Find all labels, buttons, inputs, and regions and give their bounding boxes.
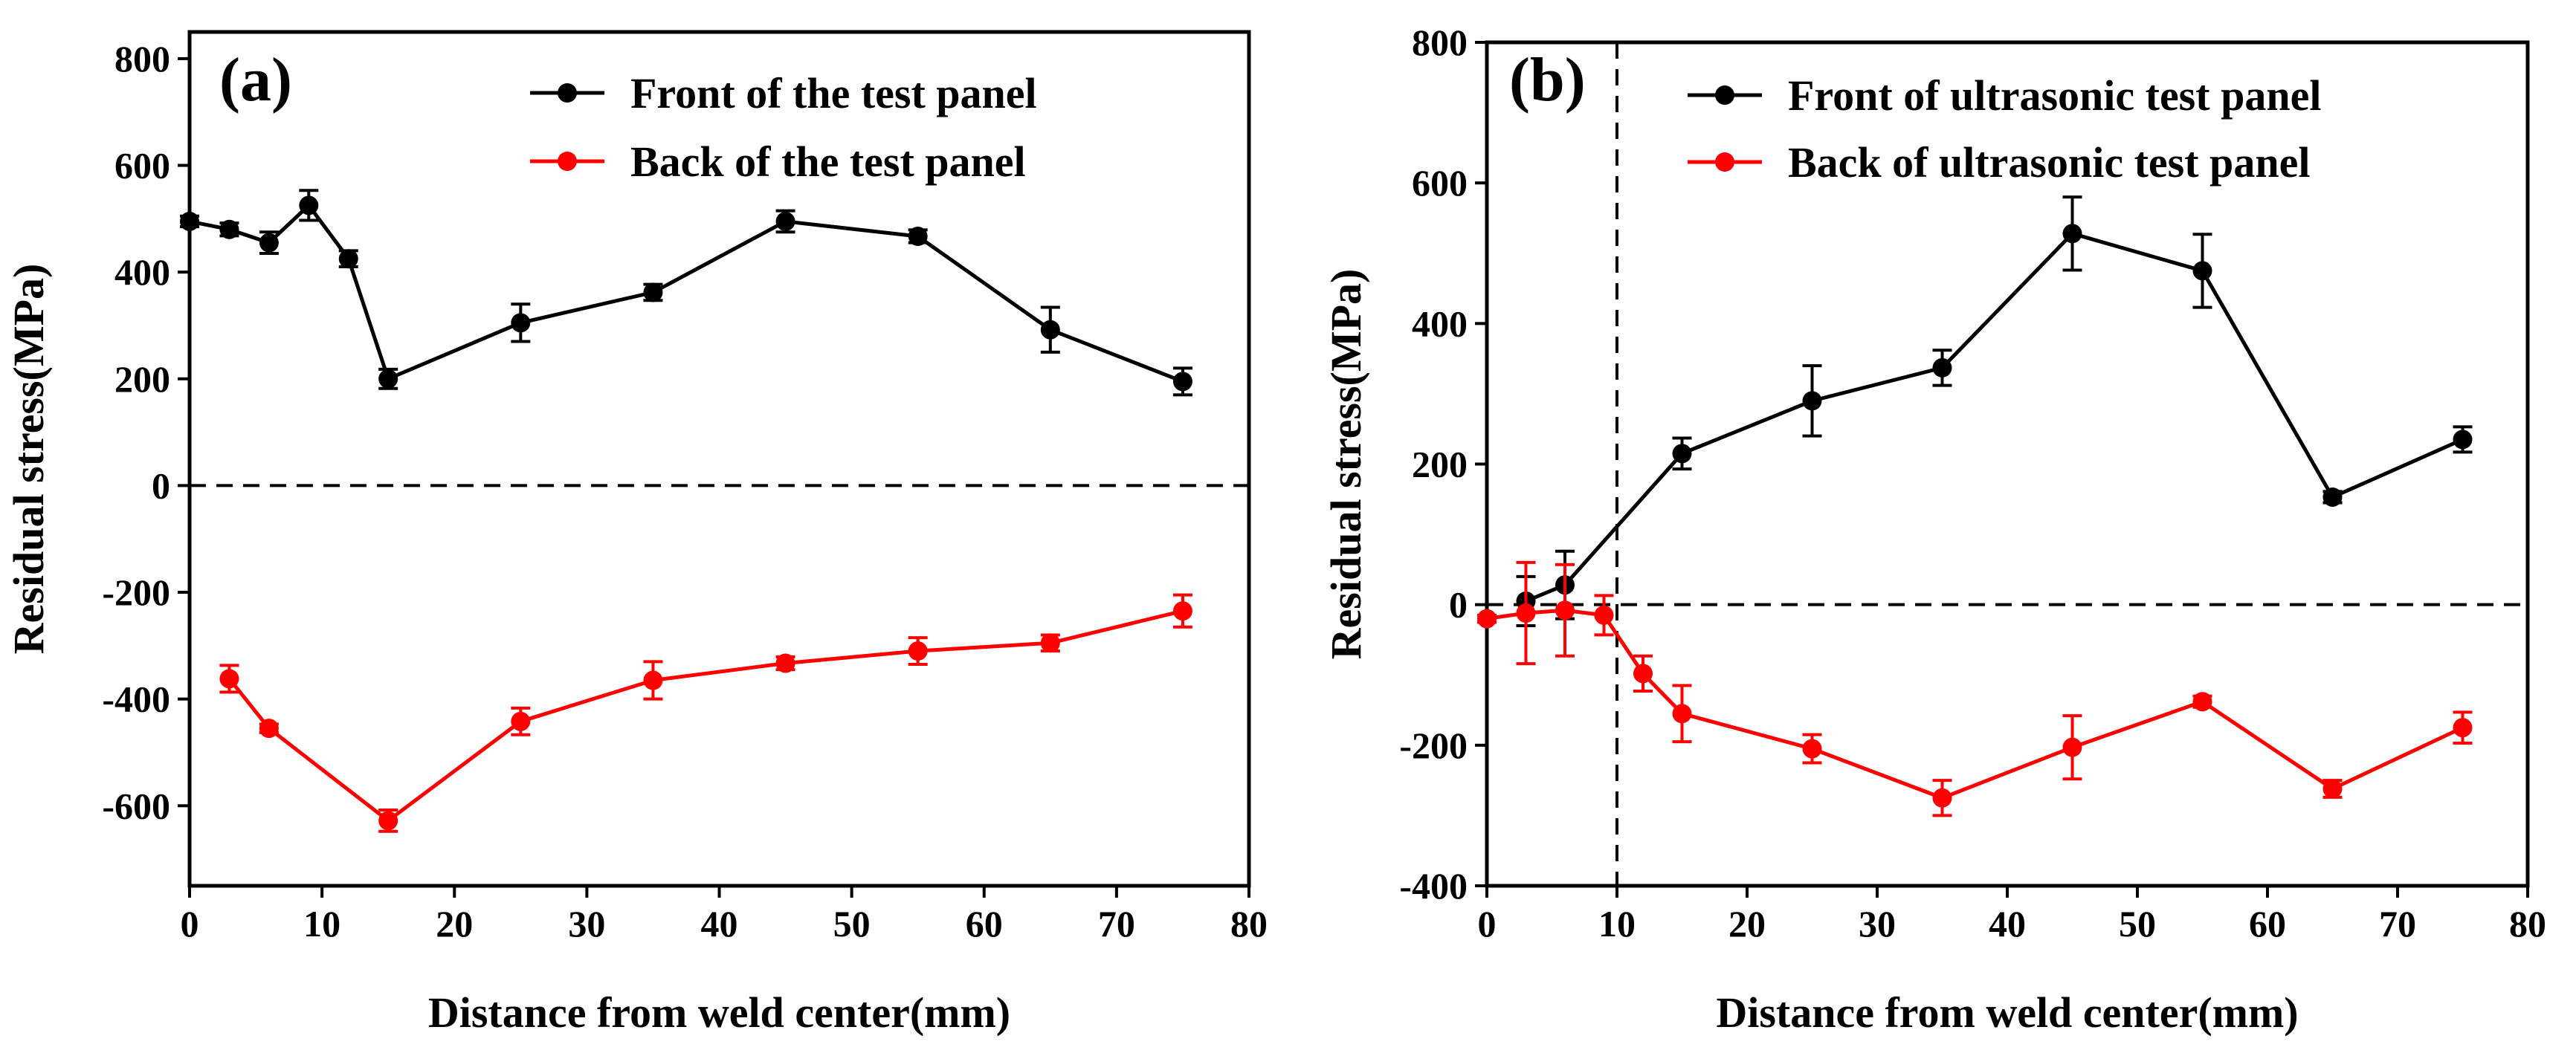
data-point (1040, 633, 1060, 653)
x-axis-title: Distance from weld center(mm) (428, 988, 1010, 1037)
data-point (219, 219, 239, 239)
legend-label: Back of the test panel (630, 137, 1026, 186)
data-point (259, 233, 279, 253)
x-tick-label: 30 (1859, 903, 1896, 945)
series-line (189, 202, 1184, 383)
series-line (1525, 231, 2464, 603)
legend-marker (1715, 152, 1734, 172)
panel-label: (a) (219, 45, 292, 114)
data-point (511, 711, 531, 731)
x-tick-label: 20 (1728, 903, 1766, 945)
data-point (2453, 430, 2473, 450)
y-tick-label: -200 (1399, 725, 1468, 766)
x-tick-label: 10 (303, 903, 340, 945)
y-tick-label: 800 (1412, 22, 1468, 63)
x-tick-label: 0 (181, 903, 199, 945)
data-point (1172, 372, 1192, 392)
data-point (643, 670, 663, 690)
x-tick-label: 30 (568, 903, 605, 945)
series-b-1 (1477, 560, 2473, 817)
data-point (1172, 601, 1192, 621)
x-tick-label: 60 (2249, 903, 2286, 945)
y-tick-label: -600 (102, 785, 170, 826)
y-tick-label: -400 (102, 678, 170, 720)
y-tick-label: -400 (1399, 865, 1468, 907)
series-a-0 (180, 189, 1192, 397)
data-point (1932, 788, 1952, 808)
data-point (180, 211, 199, 231)
data-point (1672, 704, 1692, 724)
y-tick-label: 200 (114, 358, 170, 400)
data-point (511, 313, 531, 333)
x-tick-label: 70 (2379, 903, 2416, 945)
legend-label: Front of the test panel (630, 69, 1037, 117)
data-point (219, 669, 239, 689)
x-tick-label: 50 (2119, 903, 2156, 945)
x-tick-label: 0 (1478, 903, 1497, 945)
data-point (378, 811, 398, 831)
data-point (908, 641, 928, 661)
y-tick-label: 400 (1412, 302, 1468, 344)
data-point (299, 195, 319, 216)
chart-panel-b: 0 10 20 30 40 50 60 70 80 -400 -200 0 200 400 600 800 Di… (1322, 22, 2546, 1037)
y-axis-title: Residual stress(MPa) (4, 264, 53, 655)
data-point (1802, 739, 1822, 759)
data-point (338, 249, 358, 269)
data-point (378, 369, 398, 389)
x-tick-label: 20 (436, 903, 473, 945)
x-tick-label: 60 (966, 903, 1003, 945)
data-point (1802, 391, 1822, 411)
y-axis-title: Residual stress(MPa) (1322, 269, 1370, 660)
y-tick-label: 0 (1449, 584, 1468, 626)
data-point (1932, 357, 1952, 378)
data-point (2062, 224, 2082, 244)
data-point (1040, 320, 1060, 340)
legend-label: Back of ultrasonic test panel (1788, 138, 2310, 187)
chart-panel-a: 0 10 20 30 40 50 60 70 80 -600 -400 -200 0 200 400 600 8… (4, 30, 1268, 1037)
x-tick-label: 80 (1230, 903, 1268, 945)
y-tick-label: 600 (114, 145, 170, 187)
legend-marker (1715, 85, 1734, 105)
data-point (1555, 600, 1575, 621)
data-point (2322, 487, 2343, 507)
y-tick-label: 0 (152, 464, 170, 506)
series-line (227, 609, 1184, 823)
data-point (1594, 605, 1614, 625)
data-point (2192, 261, 2212, 281)
data-point (1516, 603, 1536, 623)
data-point (775, 211, 795, 231)
x-tick-label: 40 (1989, 903, 2026, 945)
legend-marker (558, 83, 577, 103)
x-tick-label: 10 (1598, 903, 1636, 945)
data-point (1633, 664, 1653, 684)
data-point (2062, 737, 2082, 757)
data-point (259, 719, 279, 739)
series-a-1 (219, 593, 1192, 833)
y-tick-label: -200 (102, 571, 170, 613)
data-point (2192, 692, 2212, 712)
x-tick-label: 80 (2509, 903, 2546, 945)
x-tick-label: 50 (833, 903, 871, 945)
data-point (1477, 609, 1497, 629)
data-point (908, 227, 928, 247)
legend-label: Front of ultrasonic test panel (1788, 71, 2321, 120)
x-axis-title: Distance from weld center(mm) (1716, 988, 2298, 1037)
data-point (775, 653, 795, 673)
y-tick-label: 600 (1412, 162, 1468, 204)
data-point (2453, 718, 2473, 738)
legend-marker (558, 152, 577, 171)
series-line (1486, 608, 2464, 800)
x-tick-label: 70 (1098, 903, 1135, 945)
data-point (643, 282, 663, 302)
series-b-0 (1516, 195, 2473, 628)
y-tick-label: 800 (114, 38, 170, 80)
y-tick-label: 400 (114, 251, 170, 293)
data-point (2322, 779, 2343, 799)
panel-label: (b) (1509, 45, 1586, 114)
y-tick-label: 200 (1412, 444, 1468, 485)
data-point (1672, 444, 1692, 464)
x-tick-label: 40 (701, 903, 738, 945)
